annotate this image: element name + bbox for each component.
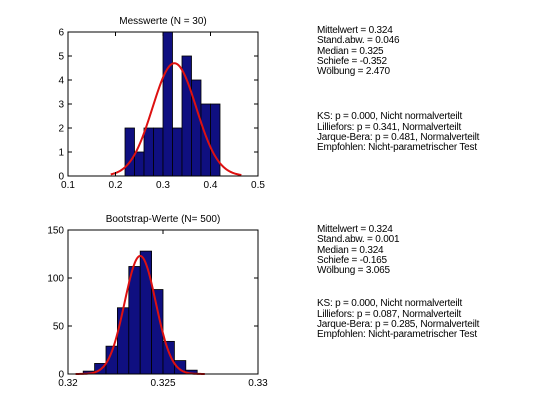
- y-tick-label: 0: [58, 172, 64, 183]
- stat-skew: Schiefe = -0.352: [317, 55, 387, 67]
- histogram-bar: [128, 266, 141, 375]
- histogram-bar: [124, 127, 135, 177]
- test-ks: KS: p = 0.000, Nicht normalverteilt: [317, 298, 463, 310]
- y-tick-label: 150: [47, 226, 64, 237]
- normal-fit-curve: [75, 254, 205, 375]
- histogram-bar: [210, 103, 221, 177]
- stats-panel-bootstrap: Mittelwert = 0.324 Stand.abw. = 0.001 Me…: [317, 224, 480, 341]
- stat-sd: Stand.abw. = 0.001: [317, 234, 400, 246]
- y-tick-label: 6: [58, 28, 64, 39]
- histogram-bar: [153, 127, 164, 177]
- test-ks: KS: p = 0.000, Nicht normalverteilt: [317, 111, 463, 123]
- stat-median: Median = 0.324: [317, 244, 384, 256]
- x-tick-label: 0.5: [251, 180, 265, 191]
- y-tick-label: 1: [58, 148, 64, 159]
- stat-median: Median = 0.325: [317, 45, 384, 57]
- histogram-bar: [162, 31, 173, 177]
- histogram-bar: [143, 127, 154, 177]
- stat-kurtosis: Wölbung = 2.470: [317, 66, 390, 78]
- normal-fit-curve: [110, 62, 242, 176]
- y-tick-label: 2: [58, 124, 64, 135]
- histogram-bar: [162, 340, 175, 375]
- x-tick-label: 0.1: [61, 180, 75, 191]
- stat-sd: Stand.abw. = 0.046: [317, 35, 400, 47]
- test-lilliefors: Lilliefors: p = 0.087, Normalverteilt: [317, 308, 462, 320]
- stat-skew: Schiefe = -0.165: [317, 254, 387, 266]
- histogram-bar: [172, 127, 183, 177]
- x-tick-label: 0.3: [156, 180, 170, 191]
- y-tick-label: 100: [47, 274, 64, 285]
- test-lilliefors: Lilliefors: p = 0.341, Normalverteilt: [317, 121, 462, 133]
- chart-bootstrap: Bootstrap-Werte (N= 500) 0.32 0.325 0.33 0 50…: [47, 214, 268, 389]
- histogram-bar: [200, 103, 211, 177]
- y-tick-label: 0: [58, 370, 64, 381]
- x-tick-label: 0.325: [150, 378, 175, 389]
- x-tick-label: 0.2: [109, 180, 123, 191]
- chart-title: Bootstrap-Werte (N= 500): [106, 214, 221, 225]
- histogram-bar: [117, 307, 130, 375]
- test-recommendation: Empfohlen: Nicht-parametrischer Test: [317, 329, 477, 341]
- histogram-bar: [134, 151, 145, 177]
- stat-mean: Mittelwert = 0.324: [317, 224, 393, 235]
- y-tick-label: 5: [58, 52, 64, 63]
- test-jarque-bera: Jarque-Bera: p = 0.481, Normalverteilt: [317, 132, 480, 144]
- x-tick-label: 0.32: [58, 378, 78, 389]
- histogram-bar: [139, 250, 152, 375]
- y-tick-label: 3: [58, 100, 64, 111]
- histogram-bar: [151, 289, 164, 375]
- y-tick-label: 50: [53, 322, 65, 333]
- test-recommendation: Empfohlen: Nicht-parametrischer Test: [317, 142, 477, 154]
- y-tick-label: 4: [58, 76, 64, 87]
- x-tick-label: 0.4: [204, 180, 218, 191]
- test-jarque-bera: Jarque-Bera: p = 0.285, Normalverteilt: [317, 319, 480, 331]
- chart-messwerte: Messwerte (N = 30) 0.1 0.2 0.3 0.4 0.5 0 1 2 3 4 5 6: [58, 16, 265, 191]
- x-tick-label: 0.33: [248, 378, 268, 389]
- stats-panel-messwerte: Mittelwert = 0.324 Stand.abw. = 0.046 Me…: [317, 25, 480, 154]
- stat-mean: Mittelwert = 0.324: [317, 25, 393, 36]
- stat-kurtosis: Wölbung = 3.065: [317, 265, 390, 277]
- chart-title: Messwerte (N = 30): [119, 16, 207, 27]
